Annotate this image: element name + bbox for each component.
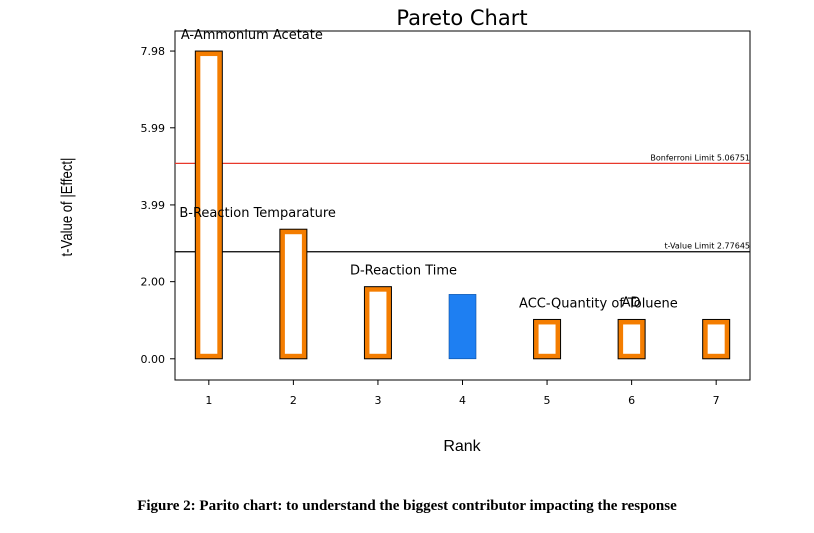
bar-outline (533, 318, 562, 360)
figure-caption: Figure 2: Parito chart: to understand th… (137, 498, 677, 514)
bars (194, 50, 731, 360)
bar-outline (363, 286, 392, 360)
bar-label: ACC-Quantity of Toluene (519, 296, 678, 311)
bar (279, 229, 307, 359)
x-tick-label: 2 (290, 394, 297, 407)
bar-label: A-Ammonium Acetate (181, 28, 323, 43)
x-tick-label: 6 (628, 394, 635, 407)
bar (618, 319, 646, 359)
bar (533, 319, 561, 359)
bar-label: D-Reaction Time (350, 264, 457, 279)
bar-outline (617, 318, 646, 360)
reference-line-label: t-Value Limit 2.77645 (664, 242, 750, 251)
bar (702, 319, 730, 359)
y-tick-label: 5.99 (141, 122, 166, 135)
x-axis: 1 2 3 4 5 6 7 (205, 380, 720, 407)
x-axis-label: Rank (443, 438, 481, 455)
bar-outline (702, 318, 731, 360)
x-tick-label: 1 (205, 394, 212, 407)
bar-outline (194, 50, 223, 360)
chart-title: Pareto Chart (396, 6, 527, 30)
bar (195, 51, 223, 359)
x-tick-label: 4 (459, 394, 466, 407)
bar-label: B-Reaction Temparature (179, 206, 336, 221)
reference-line-label: Bonferroni Limit 5.06751 (650, 153, 750, 162)
y-tick-label: 3.99 (141, 199, 166, 212)
x-tick-label: 5 (544, 394, 551, 407)
bar (364, 286, 392, 359)
x-tick-label: 7 (713, 394, 720, 407)
bar-outline (279, 228, 308, 360)
y-tick-label: 2.00 (141, 276, 166, 289)
reference-lines: Bonferroni Limit 5.06751 t-Value Limit 2.… (175, 153, 750, 253)
y-tick-label: 7.98 (141, 45, 166, 58)
bar-label: AD (622, 295, 641, 310)
bar-labels: A-Ammonium Acetate B-Reaction Temparature… (179, 28, 677, 311)
y-axis: 0.00 2.00 3.99 5.99 7.98 (141, 45, 175, 366)
y-axis-label: t-Value of |Effect| (59, 158, 76, 257)
y-tick-label: 0.00 (141, 353, 166, 366)
bar (448, 294, 477, 360)
x-tick-label: 3 (374, 394, 381, 407)
